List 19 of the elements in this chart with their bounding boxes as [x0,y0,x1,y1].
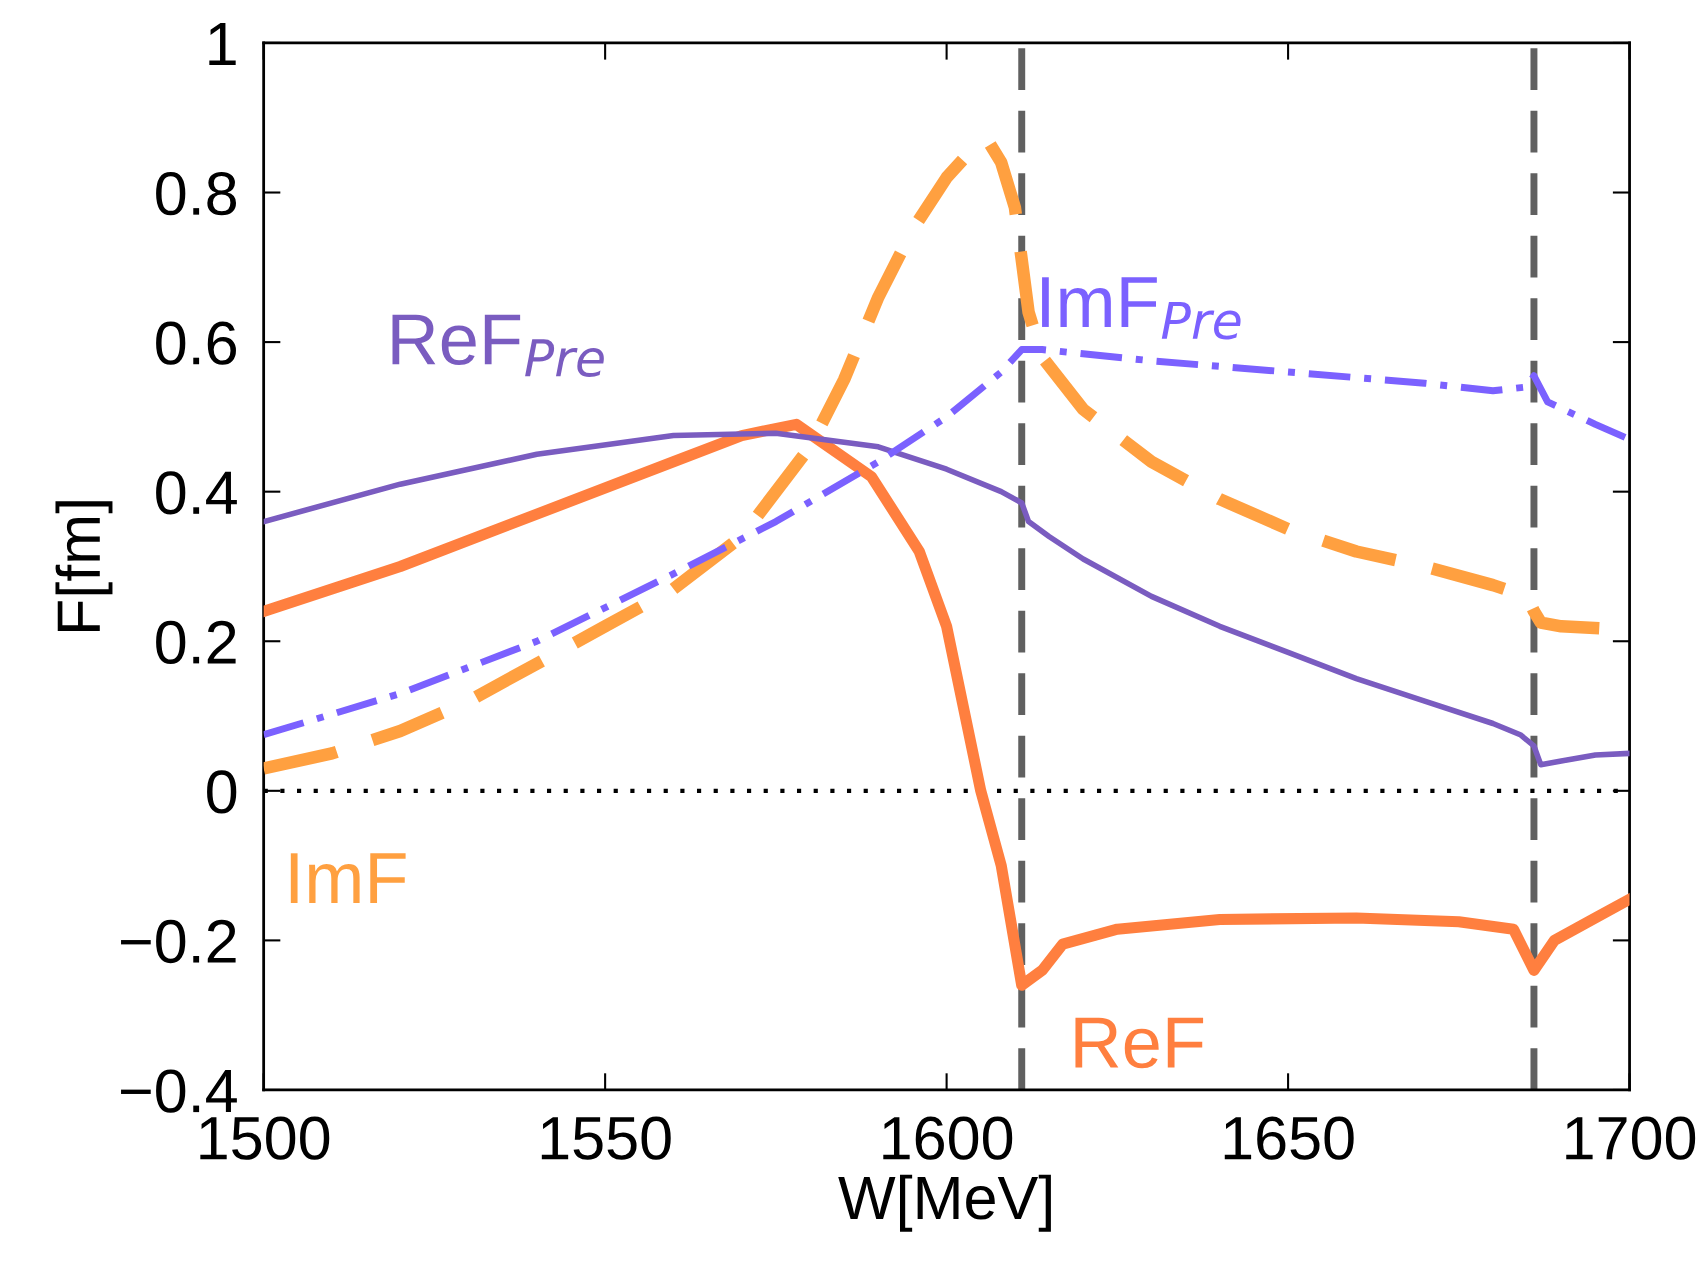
series-label: ImF [290,853,406,903]
series-label: ReF [1075,1017,1204,1069]
y-tick-label: 1 [209,23,236,66]
y-tick-label: 0.4 [156,471,237,515]
x-axis-title: W[MeV] [838,1174,1051,1232]
x-tick-label: 1550 [541,1116,671,1160]
x-tick-label: 1650 [1224,1116,1354,1160]
x-tick-label: 1600 [883,1116,1013,1160]
y-tick-label: 0.6 [156,321,236,365]
x-tick-label: 1700 [1566,1116,1696,1160]
y-tick-label: −0.4 [121,1069,237,1113]
x-tick-label: 1500 [200,1116,330,1160]
y-axis-title: F[fm] [55,501,113,632]
y-tick-label: 0.8 [156,171,237,216]
y-tick-label: 0.2 [156,620,236,664]
y-tick-label: 0 [207,770,237,814]
series-label: ImF$_{Pre}$ [1042,277,1241,340]
series-label: ReF$_{Pre}$ [392,314,604,377]
y-tick-label: −0.2 [121,919,236,964]
